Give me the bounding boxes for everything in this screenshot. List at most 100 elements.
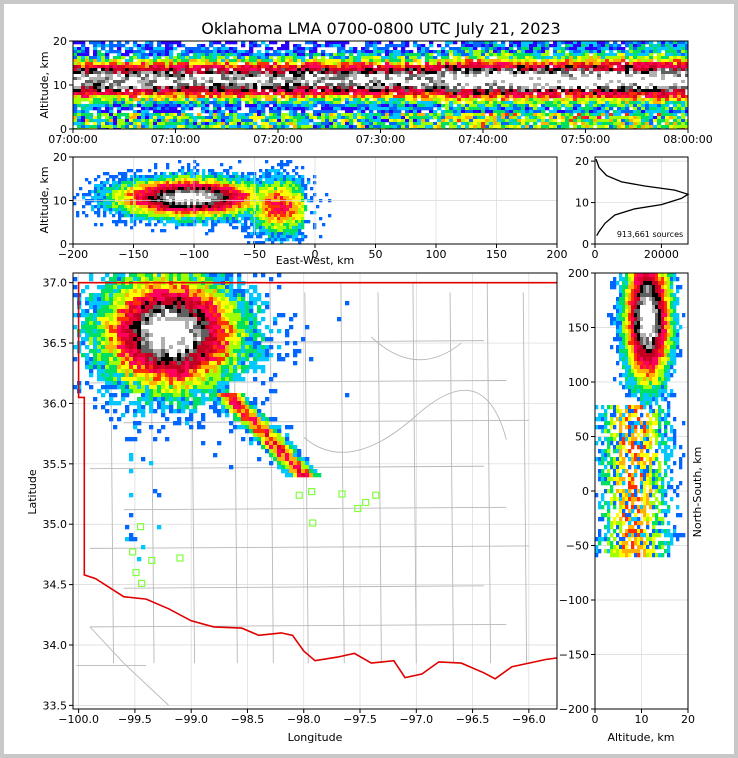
histogram-ytick: 10 bbox=[575, 197, 589, 210]
plan-view-ticks: −100.0 −99.5 −99.0 −98.5 −98.0 −97.5 −97.0 −96.… bbox=[43, 277, 546, 726]
ns-altitude-ytick: −100 bbox=[559, 594, 589, 607]
station-marker bbox=[354, 504, 362, 513]
plan-view-xtick: −97.5 bbox=[343, 713, 377, 726]
lma-stations bbox=[129, 488, 380, 587]
altitude-time-xtick: 07:40:00 bbox=[458, 133, 507, 146]
ns-altitude-ytick: −200 bbox=[559, 703, 589, 716]
altitude-ew-heatmap bbox=[73, 160, 332, 244]
altitude-ew-xtick: −150 bbox=[118, 248, 148, 261]
altitude-ew-xtick: 200 bbox=[547, 248, 568, 261]
altitude-time-xtick: 07:50:00 bbox=[561, 133, 610, 146]
station-marker bbox=[176, 554, 184, 562]
ns-altitude-ytick: −50 bbox=[566, 540, 589, 553]
station-marker bbox=[338, 490, 346, 498]
altitude-ew-xtick: 0 bbox=[312, 248, 319, 261]
plan-view-ytick: 36.0 bbox=[43, 397, 68, 410]
altitude-ew-panel: −200 −150 −100 −50 0 50 100 150 200 0 10 20 Altitud… bbox=[38, 151, 568, 267]
altitude-ew-ticks: −200 −150 −100 −50 0 50 100 150 200 0 10 20 bbox=[53, 151, 568, 261]
ns-altitude-panel: 0 10 20 −200 −150 −100 −50 0 50 100 150 200 Altitud… bbox=[559, 267, 704, 744]
histogram-ytick: 20 bbox=[575, 155, 589, 168]
ns-altitude-cells bbox=[595, 273, 686, 558]
station-marker bbox=[129, 548, 137, 556]
histogram-ticks: 0 20000 0 10 20 bbox=[575, 155, 679, 261]
ns-altitude-xtick: 10 bbox=[635, 713, 649, 726]
ns-altitude-ylabel: North-South, km bbox=[691, 447, 704, 538]
plan-view-xtick: −100.0 bbox=[58, 713, 99, 726]
plan-view-ytick: 34.5 bbox=[43, 579, 68, 592]
station-marker bbox=[308, 488, 316, 496]
station-marker bbox=[132, 568, 140, 577]
plan-view-ylabel: Latitude bbox=[26, 469, 39, 515]
ns-altitude-ytick: 150 bbox=[568, 322, 589, 335]
histogram-line bbox=[595, 158, 690, 237]
altitude-time-xtick: 07:00:00 bbox=[48, 133, 97, 146]
altitude-ew-ylabel: Altitude, km bbox=[38, 166, 51, 233]
ns-altitude-heatmap bbox=[595, 273, 686, 558]
histogram-ytick: 0 bbox=[582, 238, 589, 251]
altitude-ew-ytick: 0 bbox=[60, 238, 67, 251]
station-marker bbox=[372, 491, 380, 499]
altitude-time-heatmap bbox=[73, 41, 688, 129]
plan-view-xtick: −96.0 bbox=[512, 713, 546, 726]
altitude-ew-xtick: 100 bbox=[426, 248, 447, 261]
altitude-time-xtick: 07:20:00 bbox=[253, 133, 302, 146]
plan-view-xtick: −98.5 bbox=[231, 713, 265, 726]
station-marker bbox=[295, 491, 303, 499]
ns-altitude-ytick: 50 bbox=[575, 431, 589, 444]
oklahoma-state-border bbox=[77, 281, 557, 680]
plan-view-ytick: 36.5 bbox=[43, 337, 68, 350]
plan-view-ytick: 34.0 bbox=[43, 639, 68, 652]
plan-view-ytick: 35.0 bbox=[43, 518, 68, 531]
ns-altitude-ticks: 0 10 20 −200 −150 −100 −50 0 50 100 150 200 bbox=[559, 267, 695, 726]
histogram-xtick: 0 bbox=[592, 248, 599, 261]
plan-view-xtick: −98.0 bbox=[287, 713, 321, 726]
altitude-time-xtick: 07:30:00 bbox=[356, 133, 405, 146]
ns-altitude-ytick: −150 bbox=[559, 649, 589, 662]
altitude-time-ticks: 07:00:00 07:10:00 07:20:00 07:30:00 07:40:00… bbox=[48, 35, 712, 146]
plan-view-xtick: −99.0 bbox=[174, 713, 208, 726]
altitude-time-xtick: 07:10:00 bbox=[151, 133, 200, 146]
ns-altitude-ytick: 200 bbox=[568, 267, 589, 280]
plan-view-frame bbox=[72, 272, 558, 710]
altitude-time-ylabel: Altitude, km bbox=[38, 51, 51, 118]
altitude-time-panel: 07:00:00 07:10:00 07:20:00 07:30:00 07:40:00… bbox=[38, 35, 713, 146]
plan-view-ytick: 33.5 bbox=[43, 699, 68, 712]
plan-view-panel: −100.0 −99.5 −99.0 −98.5 −98.0 −97.5 −97.0 −96.… bbox=[26, 272, 558, 744]
station-marker bbox=[138, 579, 146, 587]
lma-figure: Oklahoma LMA 0700-0800 UTC July 21, 2023… bbox=[26, 19, 713, 744]
plan-view-xtick: −96.5 bbox=[456, 713, 490, 726]
histogram-xtick: 20000 bbox=[644, 248, 679, 261]
altitude-ew-ytick: 10 bbox=[53, 195, 67, 208]
plan-view-xlabel: Longitude bbox=[288, 731, 343, 744]
altitude-time-ytick: 20 bbox=[53, 35, 67, 48]
plan-view-xtick: −99.5 bbox=[118, 713, 152, 726]
station-marker bbox=[136, 523, 145, 531]
plan-view-cells bbox=[73, 273, 350, 562]
altitude-ew-ytick: 20 bbox=[53, 151, 67, 164]
altitude-histogram-panel: 0 20000 0 10 20 913,661 sources bbox=[575, 155, 690, 261]
histogram-frame bbox=[594, 156, 689, 245]
altitude-ew-xtick: 50 bbox=[369, 248, 383, 261]
altitude-ew-xtick: −50 bbox=[243, 248, 266, 261]
ns-altitude-ytick: 100 bbox=[568, 376, 589, 389]
altitude-time-xtick: 08:00:00 bbox=[663, 133, 712, 146]
station-marker bbox=[309, 519, 317, 527]
plan-view-heatmap bbox=[73, 273, 350, 562]
altitude-ew-grid bbox=[72, 156, 558, 245]
altitude-ew-xtick: −200 bbox=[58, 248, 88, 261]
altitude-ew-xlabel: East-West, km bbox=[276, 254, 354, 267]
ns-altitude-xtick: 0 bbox=[592, 713, 599, 726]
altitude-ew-xtick: 150 bbox=[486, 248, 507, 261]
altitude-time-ytick: 0 bbox=[60, 123, 67, 136]
source-count-annotation: 913,661 sources bbox=[617, 230, 683, 239]
station-marker bbox=[148, 556, 156, 565]
station-marker bbox=[362, 498, 370, 507]
ns-altitude-xlabel: Altitude, km bbox=[607, 731, 674, 744]
figure-canvas: Oklahoma LMA 0700-0800 UTC July 21, 2023… bbox=[4, 4, 734, 754]
plan-view-ytick: 37.0 bbox=[43, 277, 68, 290]
altitude-time-ytick: 10 bbox=[53, 79, 67, 92]
figure-title: Oklahoma LMA 0700-0800 UTC July 21, 2023 bbox=[201, 19, 560, 38]
altitude-time-cells bbox=[73, 41, 688, 129]
plan-view-ytick: 35.5 bbox=[43, 458, 68, 471]
ns-altitude-xtick: 20 bbox=[681, 713, 695, 726]
